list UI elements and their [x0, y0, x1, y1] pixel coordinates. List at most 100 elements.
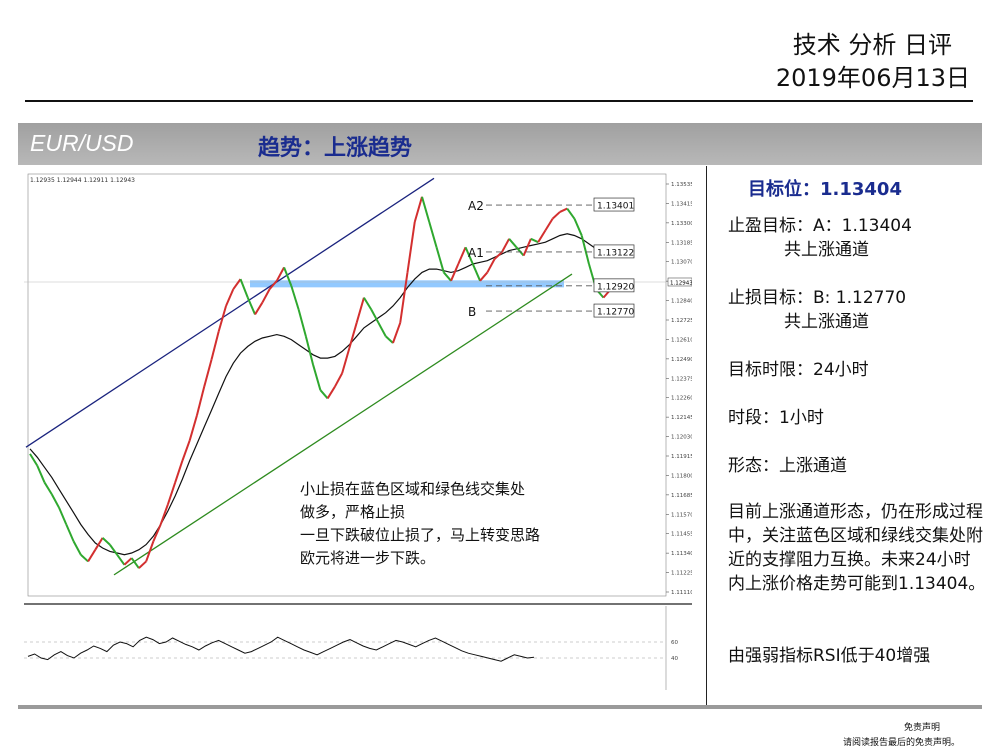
y-tick-label: 1.11570	[671, 512, 692, 518]
y-tick-label: 1.12490	[671, 357, 692, 363]
rsi-level-label: 40	[671, 656, 678, 662]
take-profit-note: 共上涨通道	[784, 240, 869, 260]
price-segment	[326, 386, 336, 399]
price-segment	[195, 386, 206, 416]
upper-channel-line	[25, 177, 435, 448]
y-tick-label: 1.11225	[671, 571, 692, 577]
price-segment	[65, 524, 75, 542]
level-value: 1.13122	[597, 248, 634, 258]
price-segment	[312, 364, 322, 391]
price-segment	[130, 557, 140, 569]
price-segment	[551, 211, 561, 220]
price-segment	[246, 297, 256, 315]
price-segment	[573, 218, 583, 236]
price-segment	[138, 560, 147, 569]
rsi-note: 由强弱指标RSI低于40增强	[728, 646, 931, 666]
footer-divider	[18, 705, 982, 709]
price-segment	[385, 335, 394, 344]
price-segment	[116, 554, 126, 566]
price-segment	[493, 251, 503, 260]
price-segment	[181, 440, 191, 461]
y-tick-label: 1.12260	[671, 396, 692, 402]
price-segment	[159, 503, 169, 525]
level-box	[593, 303, 635, 318]
y-tick-label: 1.11685	[671, 493, 692, 499]
price-segment	[239, 278, 249, 298]
level-value: 1.12770	[597, 308, 634, 318]
price-segment	[435, 246, 445, 273]
y-tick-label: 1.11455	[671, 532, 692, 538]
price-segment	[58, 507, 68, 525]
y-tick-label: 1.13415	[671, 201, 692, 207]
annotation-line-3: 一旦下跌破位止损了，马上转变思路	[300, 526, 541, 544]
price-segment	[36, 465, 46, 483]
annotation-line-2: 做多，严格止损	[300, 503, 406, 521]
lower-channel-line	[113, 273, 573, 576]
y-tick-label: 1.12030	[671, 435, 692, 441]
y-tick-label: 1.11800	[671, 473, 692, 479]
price-segment	[72, 540, 82, 556]
price-chart: 1.13401 A2 1.13122 A1 1.12920 1.12770 B 1.1353…	[24, 170, 694, 700]
price-segment	[544, 218, 554, 231]
y-tick-label: 1.12610	[671, 337, 692, 343]
level-label: B	[468, 305, 476, 319]
stop-loss-note: 共上涨通道	[784, 312, 869, 332]
price-segment	[471, 263, 481, 282]
price-segment	[210, 330, 220, 361]
price-segment	[290, 285, 300, 310]
price-segment	[275, 266, 285, 282]
price-segment	[225, 288, 235, 307]
price-segment	[254, 302, 264, 315]
y-tick-label: 1.13185	[671, 240, 692, 246]
rsi-line	[27, 636, 535, 662]
y-tick-label: 1.13070	[671, 260, 692, 266]
price-segment	[43, 481, 53, 495]
price-segment	[109, 544, 118, 556]
header-divider	[25, 100, 973, 102]
price-segment	[334, 372, 344, 388]
title-banner: EUR/USD 趋势：上涨趋势	[18, 123, 982, 165]
price-segment	[392, 322, 402, 344]
level-label: A1	[468, 246, 484, 260]
y-tick-label: 1.12840	[671, 299, 692, 305]
disclaimer-title: 免责声明	[903, 723, 940, 733]
stop-loss-line: 止损目标：B: 1.12770	[728, 288, 907, 308]
price-segment	[341, 347, 351, 374]
y-tick-label: 1.12145	[671, 415, 692, 421]
panel-divider	[706, 166, 707, 706]
price-segment	[566, 207, 576, 220]
trend-label: 趋势：上涨趋势	[258, 136, 413, 161]
y-tick-label: 1.12725	[671, 318, 692, 324]
price-segment	[94, 537, 104, 551]
price-segment	[319, 389, 329, 400]
price-segment	[355, 297, 365, 324]
analysis-text: 目前上涨通道形态，仍在形成过程中，关注蓝色区域和绿线交集处附近的支撑阻力互换。未…	[728, 502, 986, 594]
price-segment	[145, 540, 155, 562]
price-segment	[479, 271, 489, 282]
current-price-label: 1.12943	[670, 280, 692, 286]
price-segment	[123, 557, 133, 566]
price-segment	[166, 482, 177, 505]
rsi-level-label: 60	[671, 640, 678, 646]
price-segment	[530, 237, 539, 244]
report-title: 技术 分析 日评	[792, 31, 952, 59]
price-segment	[268, 280, 278, 290]
price-segment	[464, 246, 474, 265]
price-segment	[399, 272, 409, 323]
price-segment	[406, 221, 416, 273]
annotation-line-4: 欧元将进一步下跌。	[300, 549, 436, 567]
level-value: 1.13401	[597, 202, 634, 212]
annotation-line-1: 小止损在蓝色区域和绿色线交集处	[300, 480, 526, 498]
price-segment	[50, 493, 60, 509]
price-segment	[413, 196, 423, 223]
price-segment	[261, 288, 271, 304]
price-segment	[486, 258, 496, 273]
time-limit: 目标时限：24小时	[728, 360, 869, 380]
support-zone	[250, 280, 564, 288]
plot-frame	[27, 173, 667, 597]
chart-info-text: 1.12935 1.12944 1.12911 1.12943	[30, 177, 135, 184]
price-segment	[428, 221, 438, 248]
target-level: 目标位：1.13404	[748, 179, 902, 200]
price-segment	[559, 207, 568, 213]
chart-annotation: 小止损在蓝色区域和绿色线交集处 做多，严格止损 一旦下跌破位止损了，马上转变思路…	[300, 478, 540, 570]
